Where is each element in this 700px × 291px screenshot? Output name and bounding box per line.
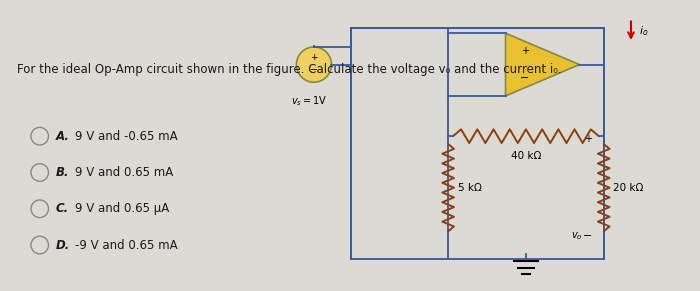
- Text: A.: A.: [55, 130, 69, 143]
- Text: −: −: [310, 65, 318, 75]
- Text: −: −: [582, 231, 592, 241]
- Text: 9 V and 0.65 μA: 9 V and 0.65 μA: [75, 202, 169, 215]
- Text: B.: B.: [55, 166, 69, 179]
- Text: 20 kΩ: 20 kΩ: [613, 183, 644, 193]
- Text: 5 kΩ: 5 kΩ: [458, 183, 482, 193]
- Text: $v_o$: $v_o$: [570, 230, 582, 242]
- Text: 9 V and -0.65 mA: 9 V and -0.65 mA: [75, 130, 177, 143]
- Text: 9 V and 0.65 mA: 9 V and 0.65 mA: [75, 166, 173, 179]
- Text: -9 V and 0.65 mA: -9 V and 0.65 mA: [75, 239, 177, 251]
- Circle shape: [296, 47, 332, 82]
- Text: +: +: [584, 134, 592, 144]
- Text: 40 kΩ: 40 kΩ: [511, 151, 541, 161]
- Text: $v_s = 1\mathrm{V}$: $v_s = 1\mathrm{V}$: [291, 94, 328, 108]
- Text: For the ideal Op-Amp circuit shown in the figure. Calculate the voltage v₀ and t: For the ideal Op-Amp circuit shown in th…: [18, 63, 562, 76]
- Text: D.: D.: [55, 239, 69, 251]
- Text: +: +: [310, 53, 318, 62]
- Polygon shape: [505, 33, 580, 96]
- Text: C.: C.: [55, 202, 69, 215]
- Bar: [351, 28, 603, 259]
- Text: $i_o$: $i_o$: [638, 24, 648, 38]
- Text: +: +: [521, 46, 529, 56]
- Text: −: −: [520, 73, 530, 83]
